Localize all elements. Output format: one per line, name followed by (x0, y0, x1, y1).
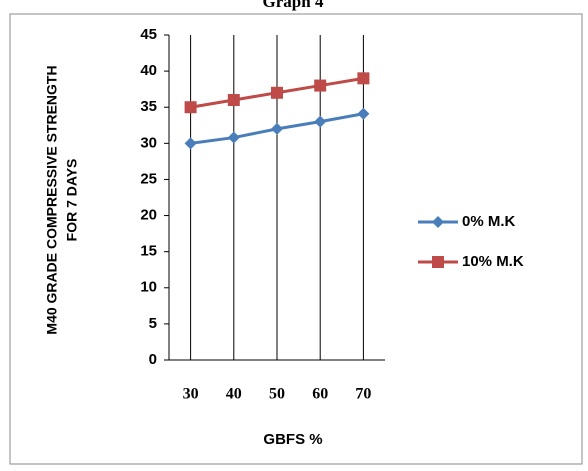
data-point (227, 94, 240, 106)
data-point (227, 131, 240, 144)
y-tick-label: 15 (140, 243, 157, 260)
data-point (271, 122, 283, 135)
data-point (184, 137, 197, 150)
legend-label: 0% M.K (462, 213, 516, 230)
y-tick-label: 5 (149, 315, 157, 332)
y-tick-label: 30 (140, 134, 157, 151)
y-tick-label: 35 (140, 98, 157, 115)
y-tick-label: 20 (140, 207, 157, 224)
data-point (357, 107, 370, 120)
x-tick-label: 50 (269, 386, 285, 403)
y-tick-label: 45 (140, 26, 157, 43)
x-axis-label: GBFS % (263, 431, 322, 448)
x-tick-label: 70 (355, 386, 371, 403)
data-point (357, 72, 370, 85)
y-tick-label: 25 (140, 170, 157, 187)
y-tick-label: 0 (149, 351, 157, 368)
y-tick-label: 40 (140, 62, 157, 79)
y-axis-label-line: M40 GRADE COMPRESSIVE STRENGTH (44, 65, 60, 334)
legend-label: 10% M.K (462, 253, 524, 270)
chart-border (9, 13, 583, 465)
data-point (314, 79, 327, 92)
legend-marker (432, 216, 444, 228)
x-tick-label: 30 (183, 386, 199, 403)
y-axis-label-line: FOR 7 DAYS (64, 159, 80, 242)
chart-title: Graph 4 (263, 0, 324, 11)
y-axis-label: M40 GRADE COMPRESSIVE STRENGTH FOR 7 DAY… (44, 65, 80, 334)
data-point (314, 115, 327, 128)
x-tick-label: 40 (226, 386, 242, 403)
data-point (271, 86, 283, 99)
y-tick-label: 10 (140, 279, 157, 296)
data-point (184, 101, 197, 114)
legend-marker (432, 256, 444, 268)
x-tick-label: 60 (312, 386, 328, 403)
